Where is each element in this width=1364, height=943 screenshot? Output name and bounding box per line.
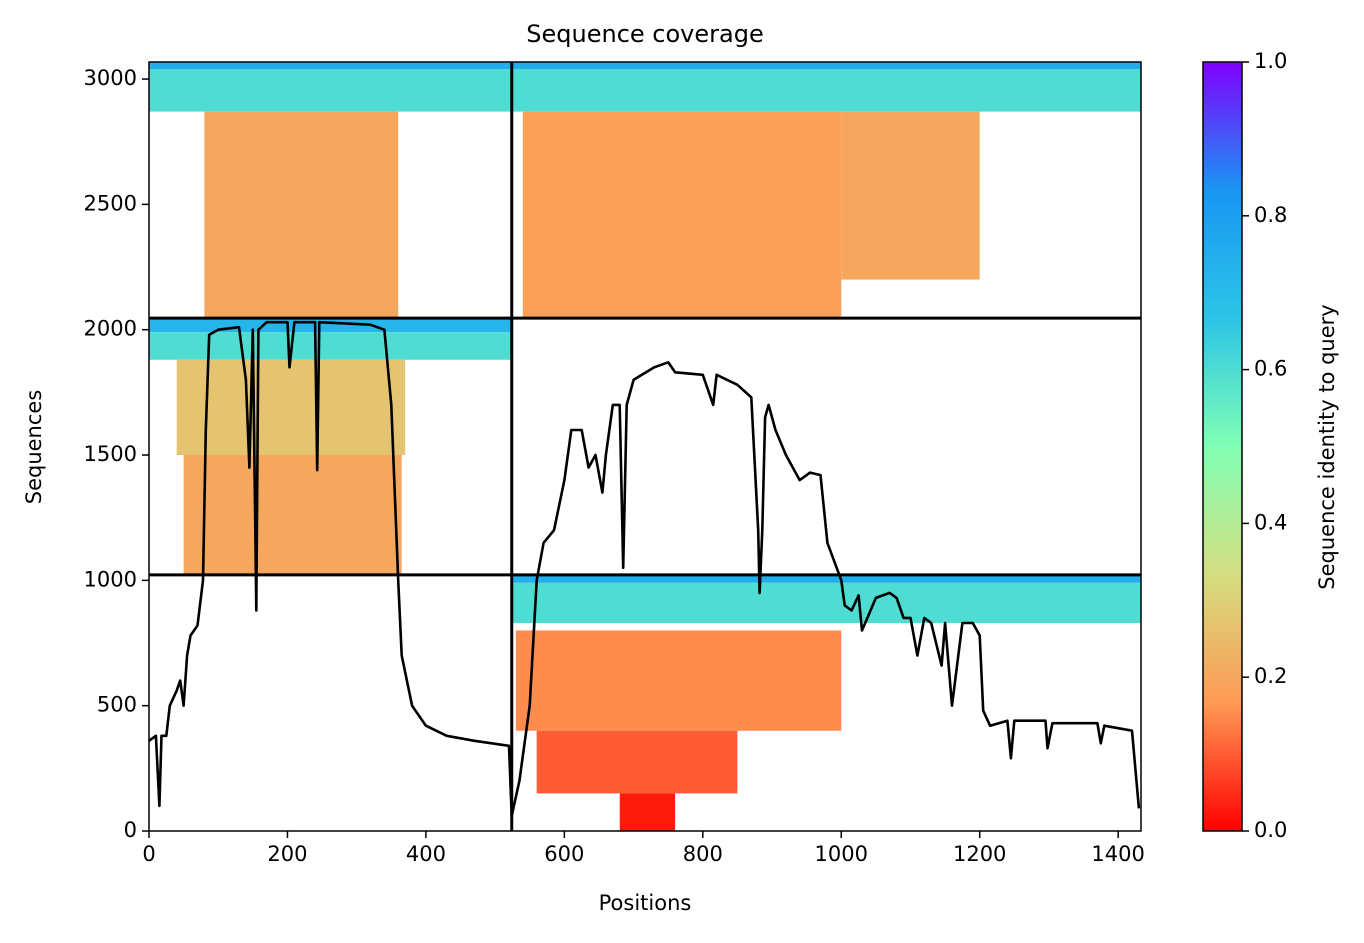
y-tick-label: 2500 [84, 191, 137, 215]
colorbar-tick-label: 0.2 [1254, 664, 1287, 688]
colorbar-tick-label: 0.0 [1254, 818, 1287, 842]
colorbar-tick-label: 0.4 [1254, 510, 1287, 534]
coverage-line [148, 320, 1141, 818]
identity-block [511, 69, 1141, 112]
identity-block [204, 111, 399, 319]
x-tick-label: 1000 [815, 842, 868, 866]
identity-block [511, 582, 1141, 623]
y-tick-label: 500 [97, 693, 137, 717]
x-tick-label: 800 [683, 842, 723, 866]
colorbar-label: Sequence identity to query [1315, 304, 1339, 589]
identity-block [511, 574, 1141, 583]
y-axis-label: Sequences [22, 390, 46, 505]
identity-block [149, 69, 512, 112]
x-tick-label: 1200 [953, 842, 1006, 866]
identity-block [149, 318, 512, 333]
identity-block [149, 62, 512, 70]
y-tick-label: 1500 [84, 442, 137, 466]
identity-block [841, 111, 980, 280]
colorbar-tick-label: 1.0 [1254, 49, 1287, 73]
colorbar [1202, 61, 1243, 832]
identity-block [511, 62, 1141, 70]
x-axis-label: Positions [599, 891, 692, 915]
colorbar-tick-label: 0.8 [1254, 203, 1287, 227]
x-tick-label: 1400 [1091, 842, 1144, 866]
identity-block [176, 359, 406, 456]
identity-block [149, 332, 512, 360]
x-tick-label: 400 [406, 842, 446, 866]
y-tick-label: 2000 [84, 317, 137, 341]
y-tick-label: 3000 [84, 66, 137, 90]
identity-block [619, 793, 676, 831]
y-tick-label: 1000 [84, 567, 137, 591]
identity-block [183, 455, 402, 575]
x-tick-label: 0 [142, 842, 155, 866]
plot-frame [148, 61, 1142, 832]
identity-block [515, 630, 842, 731]
y-tick-label: 0 [124, 818, 137, 842]
x-tick-label: 600 [544, 842, 584, 866]
chart-title: Sequence coverage [526, 20, 763, 48]
identity-block [536, 730, 738, 794]
colorbar-tick-label: 0.6 [1254, 357, 1287, 381]
identity-block [522, 111, 842, 319]
x-tick-label: 200 [267, 842, 307, 866]
